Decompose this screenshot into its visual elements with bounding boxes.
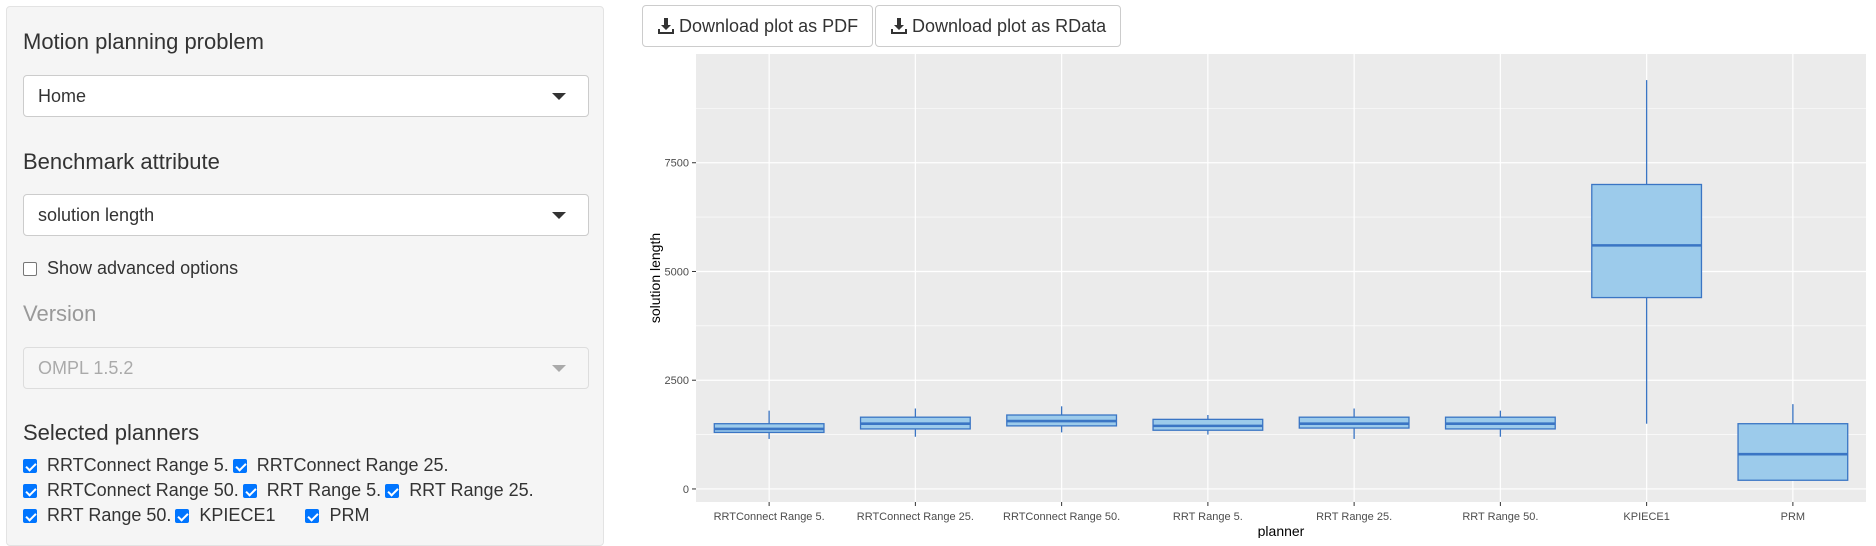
planner-option[interactable]: RRT Range 5. [242,480,382,501]
y-tick-label: 2500 [665,375,689,387]
download-pdf-button[interactable]: Download plot as PDF [642,5,874,47]
sidebar-panel: Motion planning problem Home Benchmark a… [6,6,604,546]
problem-label: Motion planning problem [23,29,264,54]
y-axis: 0 2500 5000 7500 [665,158,696,496]
planner-checkbox[interactable] [23,508,37,523]
boxplot-series [713,80,1849,481]
planner-label: RRTConnect Range 5. [47,455,229,475]
attribute-label: Benchmark attribute [23,149,220,174]
box-1 [713,410,825,439]
x-tick-label: RRTConnect Range 5. [714,511,825,523]
advanced-options-label: Show advanced options [47,258,239,278]
advanced-options-checkbox[interactable] [23,261,37,276]
problem-select-value: Home [38,86,87,106]
x-tick-label: KPIECE1 [1623,511,1669,523]
box-3 [1006,406,1118,433]
y-tick-label: 5000 [665,266,689,278]
planner-label: RRT Range 25. [409,480,534,500]
box-7 [1591,80,1703,424]
planner-row-2: RRTConnect Range 50. RRT Range 5. RRT Ra… [23,480,538,501]
planner-label: RRT Range 5. [266,480,382,500]
planner-checkbox[interactable] [23,483,37,498]
planner-option[interactable]: RRTConnect Range 25. [232,455,449,476]
planner-option[interactable]: KPIECE1 [175,505,275,526]
planner-option[interactable]: RRT Range 25. [385,480,534,501]
version-label: Version [23,301,97,326]
y-tick-label: 7500 [665,158,689,170]
attribute-select-value: solution length [38,205,155,225]
planner-label: RRTConnect Range 50. [47,480,239,500]
box-5 [1298,408,1410,439]
download-icon [891,18,907,34]
advanced-options-toggle[interactable]: Show advanced options [23,258,238,279]
x-tick-label: RRTConnect Range 50. [1003,511,1120,523]
box-6 [1444,410,1556,437]
box-8 [1737,404,1849,481]
y-tick-label: 0 [683,484,689,496]
version-select: OMPL 1.5.2 [23,347,589,389]
x-tick-label: PRM [1781,511,1805,523]
download-pdf-label: Download plot as PDF [679,16,859,36]
planner-checkbox[interactable] [242,483,257,498]
x-tick-label: RRT Range 5. [1173,511,1243,523]
box-4 [1152,415,1264,435]
y-axis-label: solution length [647,233,663,323]
download-rdata-label: Download plot as RData [912,16,1107,36]
planner-label: RRT Range 50. [47,505,172,525]
chevron-down-icon [552,93,566,100]
planner-row-3: RRT Range 50. KPIECE1 PRM [23,505,373,526]
planner-checkbox[interactable] [305,508,320,523]
chevron-down-icon [552,365,566,372]
x-axis-label: planner [1258,523,1305,538]
version-select-value: OMPL 1.5.2 [38,358,134,378]
planner-row-1: RRTConnect Range 5. RRTConnect Range 25. [23,455,453,476]
x-tick-label: RRT Range 50. [1462,511,1538,523]
x-axis: RRTConnect Range 5. RRTConnect Range 25. R… [714,502,1805,523]
planner-option[interactable]: RRTConnect Range 50. [23,480,239,501]
planner-option[interactable]: RRTConnect Range 5. [23,455,229,476]
planner-checkbox[interactable] [23,458,37,473]
x-tick-label: RRT Range 25. [1316,511,1392,523]
download-icon [658,18,674,34]
box-body [1591,183,1703,299]
planner-checkbox[interactable] [232,458,247,473]
planner-option[interactable]: RRT Range 50. [23,505,171,526]
box-body [1737,423,1849,481]
chevron-down-icon [552,212,566,219]
attribute-select[interactable]: solution length [23,194,589,236]
problem-select[interactable]: Home [23,75,589,117]
planners-label: Selected planners [23,420,200,445]
planner-checkbox[interactable] [385,483,400,498]
planner-label: PRM [329,505,370,525]
download-rdata-button[interactable]: Download plot as RData [875,5,1122,47]
planner-option[interactable]: PRM [305,505,369,526]
planner-label: RRTConnect Range 25. [256,455,449,475]
planner-checkbox[interactable] [175,508,190,523]
planner-label: KPIECE1 [199,505,276,525]
x-tick-label: RRTConnect Range 25. [857,511,974,523]
box-2 [859,408,971,437]
